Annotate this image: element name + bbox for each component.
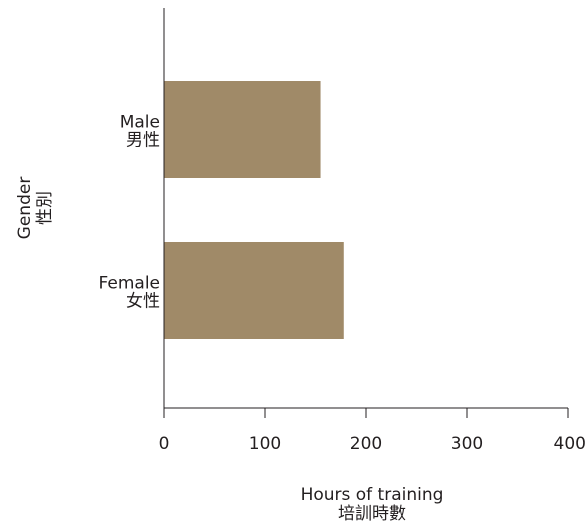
- x-tick-label: 300: [451, 434, 483, 454]
- x-tick-label: 100: [249, 434, 281, 454]
- x-axis-title: Hours of training 培訓時數: [301, 485, 444, 524]
- x-tick-label: 400: [554, 434, 586, 454]
- x-axis-ticks: 0 100 200 300 400: [159, 408, 586, 454]
- y-axis-title: Gender 性別: [15, 177, 55, 240]
- category-label-female-zh: 女性: [126, 292, 160, 312]
- x-tick-label: 200: [350, 434, 382, 454]
- y-axis-title-en: Gender: [15, 177, 35, 240]
- x-tick-label: 0: [159, 434, 170, 454]
- bars: [164, 81, 344, 339]
- x-axis-title-en: Hours of training: [301, 485, 444, 505]
- bar-male: [164, 81, 321, 178]
- category-label-female-en: Female: [99, 274, 160, 294]
- category-label-male-en: Male: [120, 113, 160, 133]
- bar-female: [164, 242, 344, 339]
- x-axis-title-zh: 培訓時數: [338, 504, 406, 524]
- category-label-male-zh: 男性: [126, 131, 160, 151]
- y-axis-title-zh: 性別: [35, 191, 55, 225]
